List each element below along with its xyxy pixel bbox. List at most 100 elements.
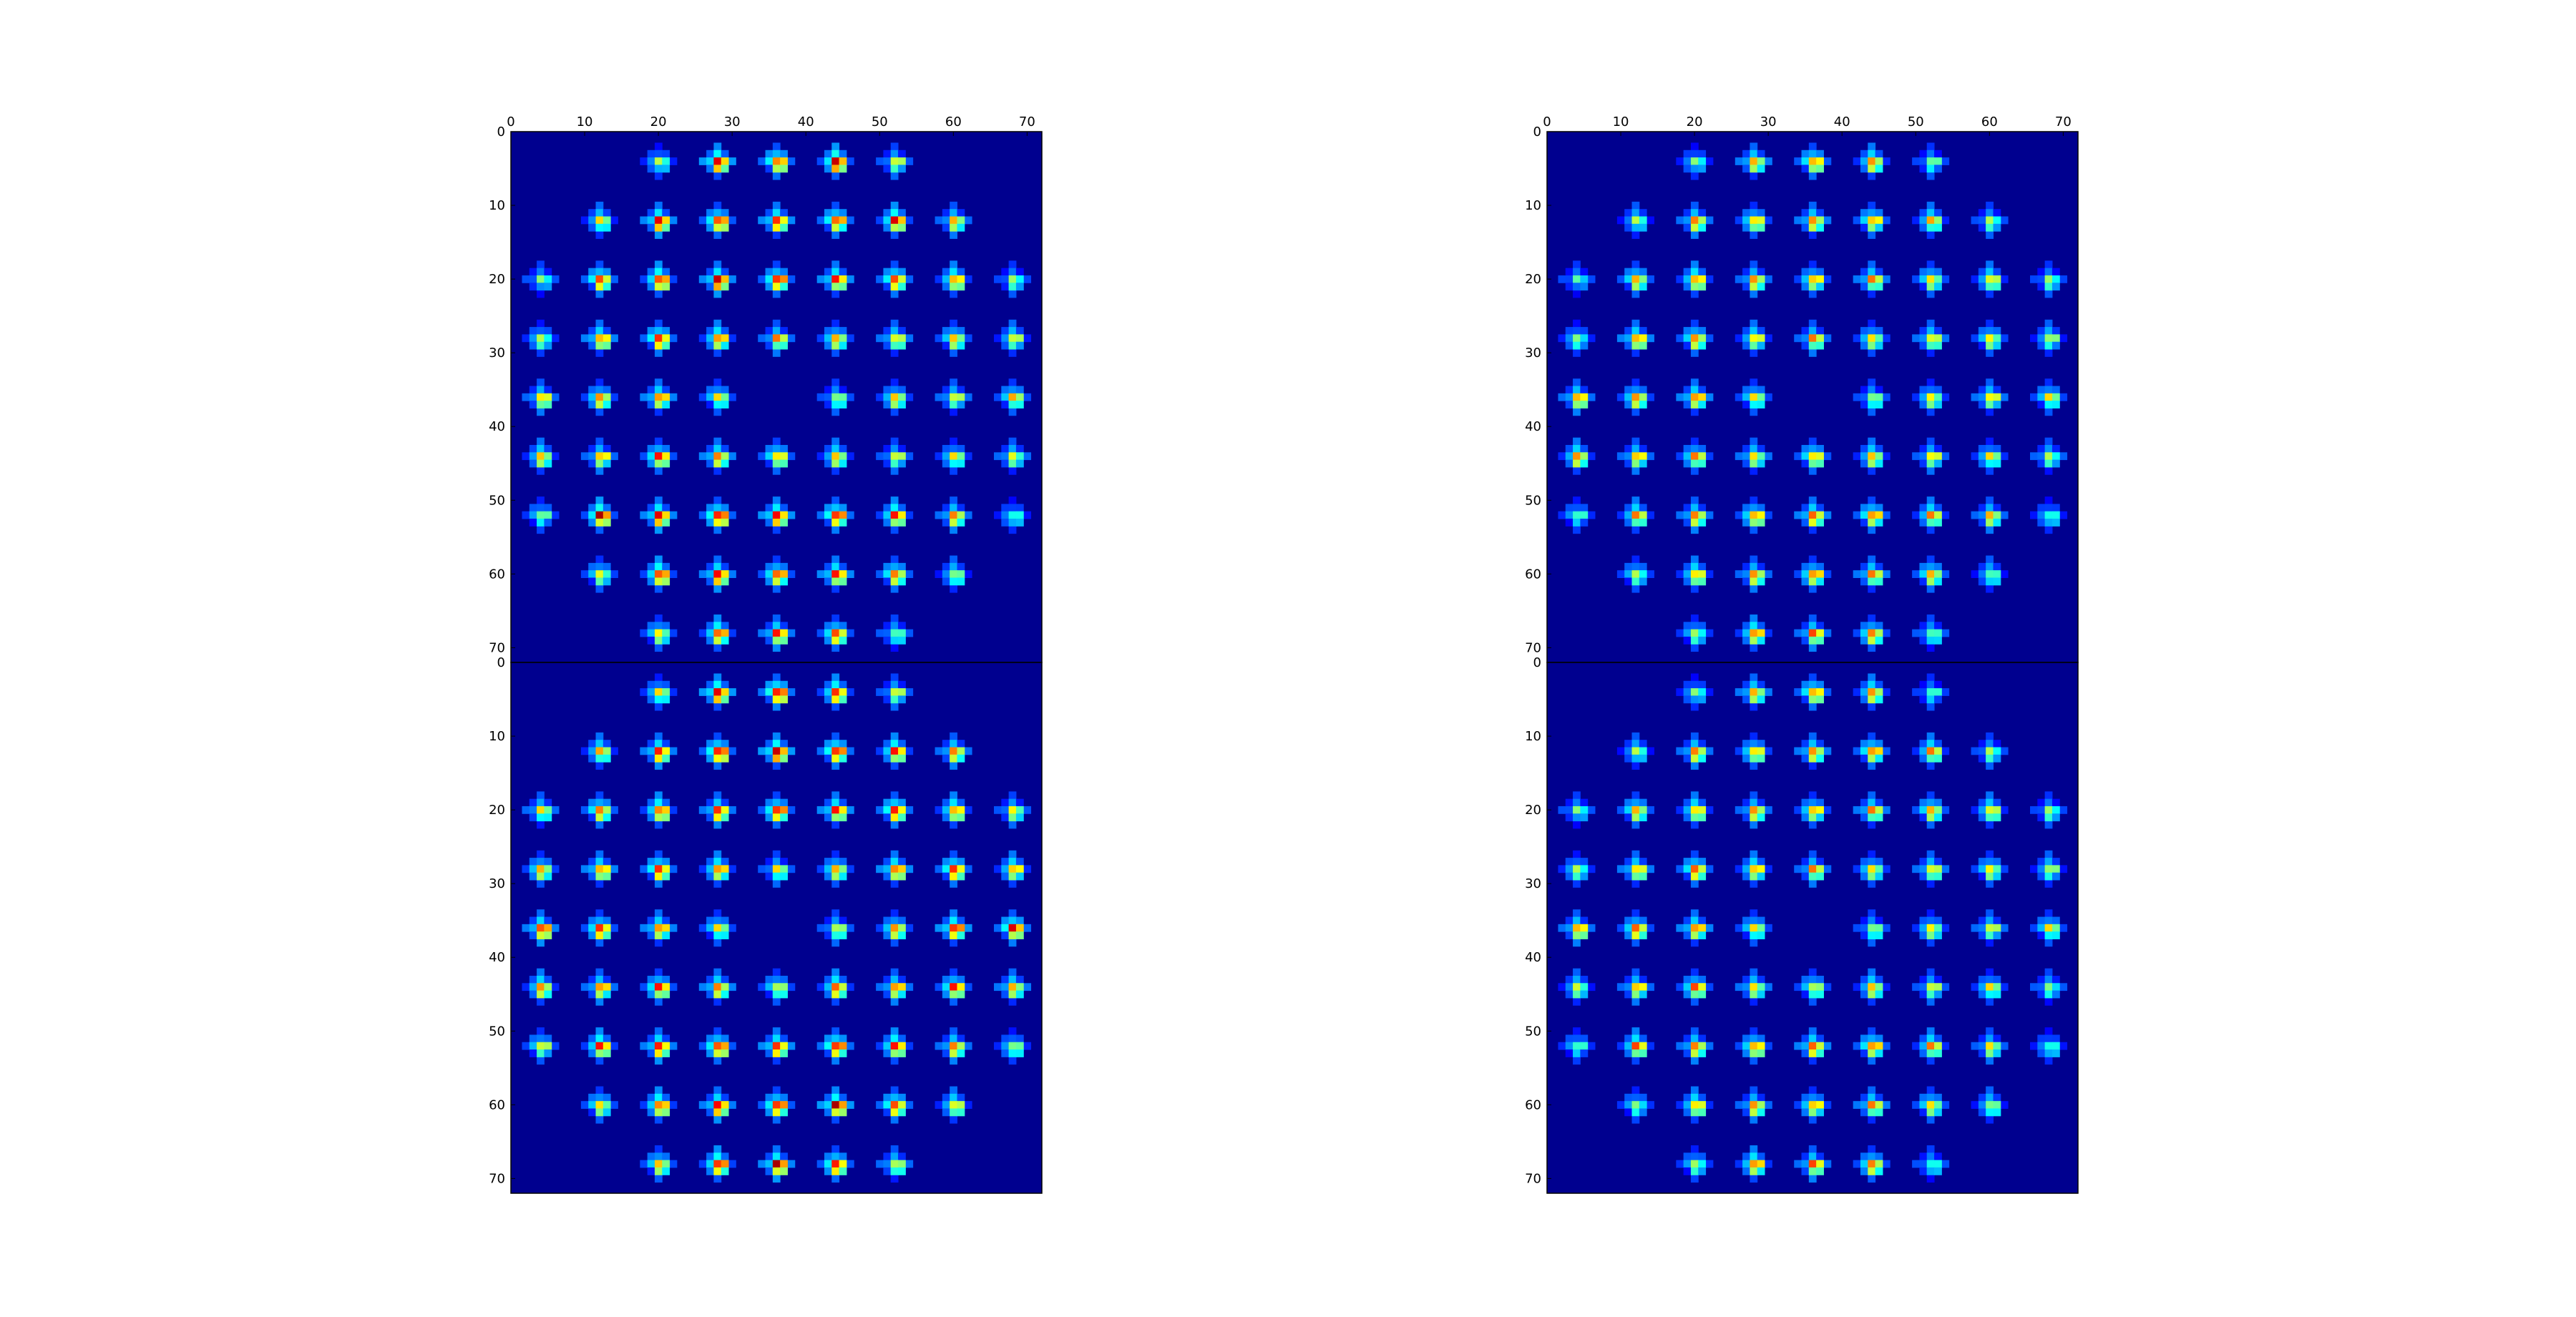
spot-halo-pixel bbox=[1698, 1034, 1707, 1043]
spot-halo-pixel bbox=[654, 386, 663, 394]
heatmap-spot bbox=[1912, 909, 1950, 947]
spot-core-pixel bbox=[602, 806, 611, 814]
spot-halo-pixel bbox=[1757, 1034, 1765, 1043]
spot-halo-pixel bbox=[588, 275, 597, 283]
spot-halo-pixel bbox=[824, 975, 832, 984]
spot-halo-pixel bbox=[1573, 909, 1581, 918]
spot-halo-pixel bbox=[950, 858, 957, 866]
spot-halo-pixel bbox=[1986, 1086, 1994, 1095]
spot-core-pixel bbox=[713, 688, 722, 696]
spot-halo-pixel bbox=[824, 459, 832, 468]
spot-halo-pixel bbox=[647, 858, 655, 866]
spot-core-pixel bbox=[890, 1042, 899, 1050]
spot-halo-pixel bbox=[1735, 688, 1743, 696]
spot-halo-pixel bbox=[706, 341, 714, 350]
spot-halo-pixel bbox=[1868, 850, 1876, 858]
spot-core-pixel bbox=[898, 1167, 906, 1175]
spot-halo-pixel bbox=[1676, 924, 1684, 932]
spot-halo-pixel bbox=[1631, 1093, 1640, 1102]
spot-halo-pixel bbox=[1868, 762, 1876, 770]
spot-core-pixel bbox=[839, 1101, 847, 1109]
spot-halo-pixel bbox=[1971, 924, 1979, 932]
spot-halo-pixel bbox=[883, 452, 892, 461]
spot-halo-pixel bbox=[1690, 997, 1699, 1006]
spot-core-pixel bbox=[662, 401, 670, 408]
spot-halo-pixel bbox=[1926, 762, 1935, 770]
spot-core-pixel bbox=[1008, 983, 1017, 992]
spot-halo-pixel bbox=[1750, 740, 1758, 748]
spot-halo-pixel bbox=[588, 216, 597, 225]
spot-halo-pixel bbox=[1860, 216, 1868, 225]
spot-halo-pixel bbox=[883, 1049, 892, 1057]
spot-halo-pixel bbox=[765, 216, 774, 225]
spot-halo-pixel bbox=[669, 747, 678, 755]
heatmap-spot bbox=[580, 850, 618, 888]
spot-halo-pixel bbox=[522, 865, 530, 873]
spot-halo-pixel bbox=[588, 931, 597, 939]
spot-halo-pixel bbox=[721, 444, 729, 453]
spot-halo-pixel bbox=[758, 1101, 766, 1109]
spot-core-pixel bbox=[537, 924, 545, 932]
spot-halo-pixel bbox=[1934, 916, 1942, 925]
heatmap-spot bbox=[1912, 615, 1950, 652]
spot-halo-pixel bbox=[2059, 511, 2068, 519]
spot-halo-pixel bbox=[1750, 437, 1758, 446]
spot-halo-pixel bbox=[1008, 290, 1017, 298]
heatmap-spot bbox=[1853, 378, 1890, 416]
spot-core-pixel bbox=[1926, 341, 1935, 350]
spot-halo-pixel bbox=[1868, 680, 1876, 689]
spot-halo-pixel bbox=[1934, 740, 1942, 748]
spot-core-pixel bbox=[721, 813, 729, 822]
spot-halo-pixel bbox=[1986, 231, 1994, 239]
spot-halo-pixel bbox=[654, 858, 663, 866]
spot-halo-pixel bbox=[1860, 393, 1868, 401]
spot-halo-pixel bbox=[1919, 341, 1928, 350]
spot-halo-pixel bbox=[706, 504, 714, 512]
spot-halo-pixel bbox=[942, 341, 950, 350]
spot-halo-pixel bbox=[1882, 511, 1890, 519]
spot-core-pixel bbox=[1816, 865, 1824, 873]
spot-halo-pixel bbox=[1750, 732, 1758, 740]
spot-halo-pixel bbox=[772, 1057, 781, 1065]
spot-halo-pixel bbox=[1558, 1042, 1566, 1050]
spot-halo-pixel bbox=[1860, 157, 1868, 165]
spot-core-pixel bbox=[602, 924, 611, 932]
heatmap-spot bbox=[1794, 201, 1832, 239]
spot-core-pixel bbox=[1698, 806, 1707, 814]
y-tick-label: 0 bbox=[1533, 124, 1541, 139]
spot-halo-pixel bbox=[1631, 268, 1640, 276]
spot-halo-pixel bbox=[758, 275, 766, 283]
spot-core-pixel bbox=[1750, 519, 1758, 527]
spot-halo-pixel bbox=[1978, 747, 1986, 755]
spot-halo-pixel bbox=[595, 1115, 604, 1124]
spot-core-pixel bbox=[1875, 931, 1883, 939]
spot-halo-pixel bbox=[2044, 850, 2053, 858]
spot-core-pixel bbox=[772, 570, 781, 578]
spot-halo-pixel bbox=[1676, 511, 1684, 519]
spot-core-pixel bbox=[1868, 695, 1876, 704]
spot-halo-pixel bbox=[1639, 798, 1647, 807]
spot-core-pixel bbox=[1875, 401, 1883, 408]
spot-halo-pixel bbox=[580, 570, 589, 578]
spot-halo-pixel bbox=[1919, 924, 1928, 932]
spot-core-pixel bbox=[898, 865, 906, 873]
spot-core-pixel bbox=[1757, 519, 1765, 527]
spot-halo-pixel bbox=[1926, 142, 1935, 151]
spot-halo-pixel bbox=[772, 975, 781, 984]
spot-halo-pixel bbox=[1735, 806, 1743, 814]
heatmap-spot bbox=[876, 791, 914, 829]
spot-halo-pixel bbox=[654, 821, 663, 829]
spot-core-pixel bbox=[839, 341, 847, 350]
spot-halo-pixel bbox=[1912, 157, 1920, 165]
spot-halo-pixel bbox=[1742, 629, 1750, 637]
spot-halo-pixel bbox=[1573, 997, 1581, 1006]
spot-halo-pixel bbox=[1801, 459, 1810, 468]
spot-core-pixel bbox=[2051, 1049, 2060, 1057]
spot-halo-pixel bbox=[1683, 150, 1692, 158]
spot-halo-pixel bbox=[905, 511, 914, 519]
spot-core-pixel bbox=[2051, 341, 2060, 350]
spot-halo-pixel bbox=[662, 1093, 670, 1102]
spot-halo-pixel bbox=[890, 172, 899, 180]
